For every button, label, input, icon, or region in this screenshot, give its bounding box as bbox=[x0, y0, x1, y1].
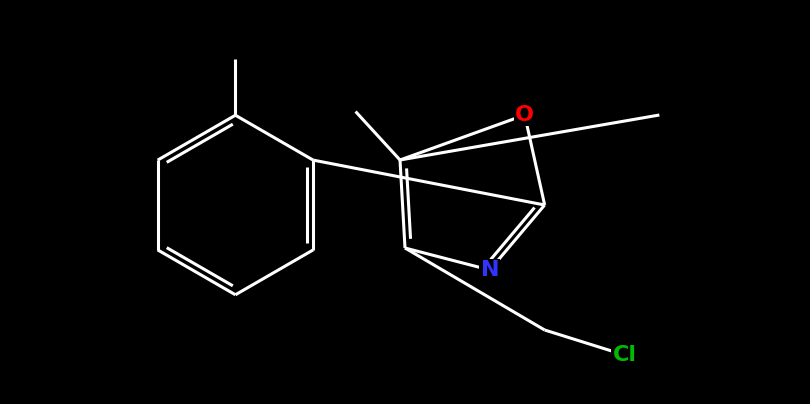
Text: Cl: Cl bbox=[612, 345, 637, 365]
Text: O: O bbox=[515, 105, 535, 125]
Text: N: N bbox=[480, 260, 499, 280]
